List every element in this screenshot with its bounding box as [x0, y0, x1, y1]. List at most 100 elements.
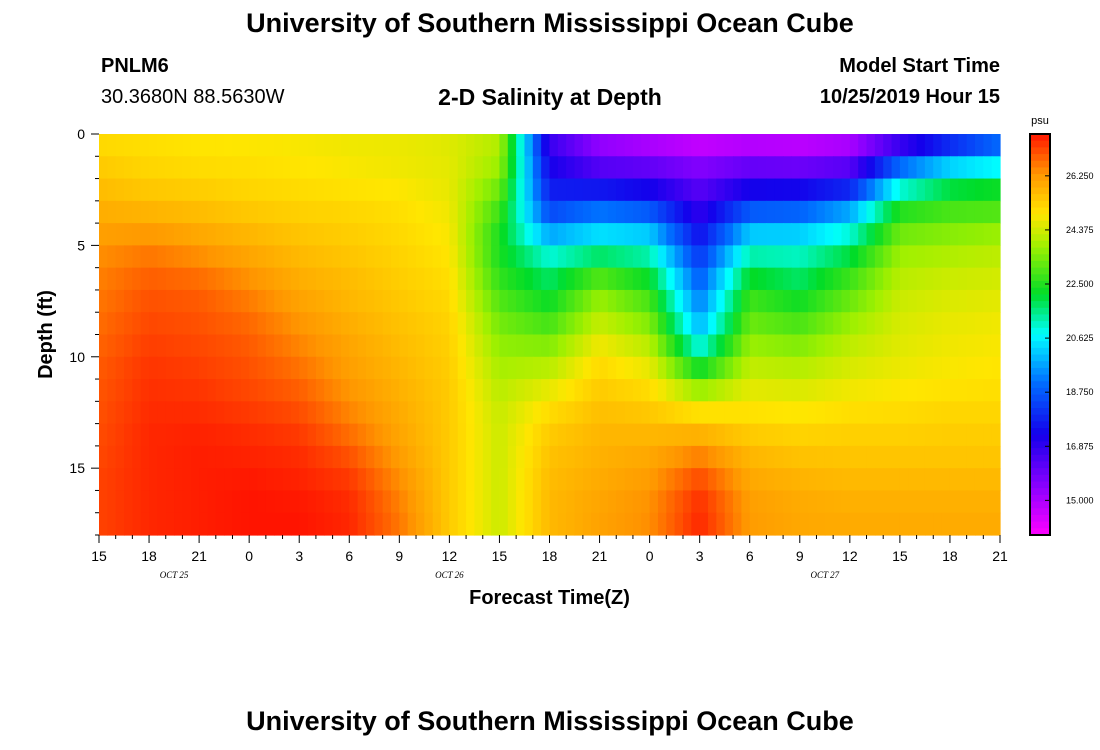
heatmap-cell — [791, 223, 801, 246]
heatmap-cell — [816, 512, 826, 536]
heatmap-cell — [716, 200, 726, 224]
heatmap-cell — [124, 445, 133, 469]
heatmap-cell — [783, 468, 793, 492]
heatmap-cell — [774, 445, 784, 469]
heatmap-cell — [574, 178, 584, 202]
heatmap-cell — [766, 245, 776, 269]
heatmap-cell — [591, 468, 601, 492]
heatmap-cell — [582, 490, 592, 514]
heatmap-cell — [407, 245, 417, 269]
x-tick-label: 12 — [842, 548, 858, 564]
heatmap-cell — [958, 267, 968, 291]
heatmap-cell — [132, 223, 142, 246]
heatmap-cell — [324, 468, 334, 492]
heatmap-cell — [674, 312, 684, 336]
heatmap-cell — [240, 379, 250, 402]
heatmap-cell — [507, 156, 517, 180]
heatmap-cell — [599, 356, 609, 380]
colorbar-segment — [1030, 454, 1050, 463]
heatmap-cell — [182, 223, 192, 246]
heatmap-cell — [666, 289, 676, 313]
heatmap-cell — [532, 401, 542, 425]
heatmap-cell — [390, 245, 400, 269]
heatmap-cell — [599, 245, 609, 269]
heatmap-cell — [808, 356, 818, 380]
heatmap-cell — [557, 312, 567, 336]
heatmap-cell — [858, 512, 868, 536]
heatmap-cell — [941, 401, 951, 425]
heatmap-cell — [641, 200, 651, 224]
heatmap-cell — [224, 490, 234, 514]
heatmap-cell — [607, 423, 617, 447]
heatmap-cell — [249, 445, 259, 469]
heatmap-cell — [299, 289, 309, 313]
heatmap-cell — [716, 245, 726, 269]
heatmap-cell — [340, 223, 350, 246]
heatmap-cell — [541, 134, 551, 157]
colorbar-segment — [1030, 240, 1050, 249]
heatmap-cell — [107, 468, 117, 492]
heatmap-cell — [190, 512, 200, 536]
heatmap-cell — [257, 312, 267, 336]
heatmap-cell — [390, 445, 400, 469]
heatmap-cell — [549, 134, 559, 157]
heatmap-cell — [124, 379, 133, 402]
heatmap-cell — [849, 200, 859, 224]
heatmap-cell — [557, 490, 567, 514]
heatmap-cell — [582, 512, 592, 536]
heatmap-cell — [991, 134, 1001, 157]
heatmap-cell — [883, 468, 893, 492]
heatmap-cell — [190, 245, 200, 269]
heatmap-cell — [591, 379, 601, 402]
heatmap-cell — [749, 490, 759, 514]
heatmap-cell — [791, 445, 801, 469]
heatmap-cell — [482, 200, 492, 224]
heatmap-cell — [449, 289, 459, 313]
heatmap-cell — [382, 334, 392, 358]
heatmap-cell — [290, 423, 300, 447]
heatmap-cell — [174, 289, 184, 313]
heatmap-cell — [908, 289, 918, 313]
heatmap-cell — [182, 245, 192, 269]
heatmap-cell — [274, 512, 284, 536]
heatmap-cell — [382, 401, 392, 425]
heatmap-cell — [482, 245, 492, 269]
heatmap-cell — [457, 289, 467, 313]
heatmap-cell — [340, 334, 350, 358]
heatmap-cell — [674, 267, 684, 291]
heatmap-cell — [758, 356, 768, 380]
heatmap-cell — [224, 245, 234, 269]
heatmap-cell — [924, 312, 934, 336]
heatmap-cell — [741, 223, 751, 246]
heatmap-cell — [107, 223, 117, 246]
heatmap-cell — [958, 200, 968, 224]
heatmap-cell — [557, 512, 567, 536]
heatmap-cell — [174, 379, 184, 402]
heatmap-cell — [240, 423, 250, 447]
heatmap-cell — [632, 134, 642, 157]
heatmap-cell — [741, 490, 751, 514]
heatmap-cell — [232, 401, 242, 425]
heatmap-cell — [265, 200, 275, 224]
heatmap-cell — [949, 334, 959, 358]
heatmap-cell — [541, 468, 551, 492]
heatmap-cell — [991, 178, 1001, 202]
heatmap-cell — [699, 423, 709, 447]
heatmap-cell — [874, 490, 884, 514]
heatmap-cell — [849, 223, 859, 246]
heatmap-cell — [507, 423, 517, 447]
heatmap-cell — [557, 334, 567, 358]
heatmap-cell — [532, 356, 542, 380]
heatmap-cell — [582, 223, 592, 246]
heatmap-cell — [349, 200, 359, 224]
heatmap-cell — [307, 245, 317, 269]
heatmap-cell — [265, 512, 275, 536]
heatmap-cell — [908, 334, 918, 358]
heatmap-cell — [382, 223, 392, 246]
heatmap-cell — [157, 156, 167, 180]
heatmap-cell — [340, 312, 350, 336]
heatmap-cell — [457, 423, 467, 447]
heatmap-cell — [582, 156, 592, 180]
heatmap-cell — [240, 401, 250, 425]
heatmap-cell — [991, 423, 1001, 447]
